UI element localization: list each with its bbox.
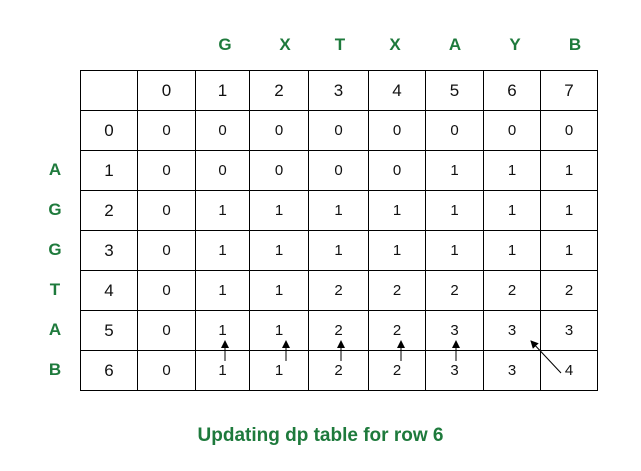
table-cell: 1 (483, 190, 541, 231)
column-letter: Y (509, 35, 521, 54)
table-cell: 2 (540, 270, 598, 311)
table-cell: 1 (249, 230, 309, 271)
table-cell: 0 (308, 150, 369, 191)
table-cell: 0 (425, 110, 484, 151)
header-cell (80, 70, 138, 111)
table-cell: 2 (368, 350, 426, 391)
table-cell: 1 (195, 230, 250, 271)
table-cell: 0 (137, 350, 196, 391)
row-letter: A (48, 160, 62, 179)
header-cell: 0 (137, 70, 196, 111)
row-index-cell: 4 (80, 270, 138, 311)
table-cell: 1 (540, 190, 598, 231)
column-letter: A (448, 35, 462, 54)
column-letter: G (218, 35, 232, 54)
table-cell: 0 (368, 110, 426, 151)
table-cell: 3 (425, 350, 484, 391)
table-cell: 1 (425, 190, 484, 231)
table-cell: 1 (483, 230, 541, 271)
table-cell: 0 (137, 270, 196, 311)
row-index-cell: 3 (80, 230, 138, 271)
table-cell: 1 (249, 350, 309, 391)
row-index-cell: 6 (80, 350, 138, 391)
column-letter: X (279, 35, 291, 54)
table-cell: 0 (195, 150, 250, 191)
table-cell: 0 (137, 190, 196, 231)
table-cell: 0 (308, 110, 369, 151)
table-cell: 3 (540, 310, 598, 351)
table-cell: 0 (137, 150, 196, 191)
table-cell: 0 (137, 310, 196, 351)
table-cell: 3 (483, 350, 541, 391)
table-cell: 1 (195, 310, 250, 351)
table-cell: 2 (308, 270, 369, 311)
table-cell: 1 (540, 150, 598, 191)
header-cell: 4 (368, 70, 426, 111)
row-letter: B (48, 360, 62, 379)
table-cell: 1 (368, 230, 426, 271)
table-cell: 0 (249, 110, 309, 151)
header-cell: 2 (249, 70, 309, 111)
table-cell: 0 (137, 230, 196, 271)
row-letter: A (48, 320, 62, 339)
table-cell: 1 (308, 190, 369, 231)
table-cell: 2 (368, 310, 426, 351)
row-index-cell: 5 (80, 310, 138, 351)
table-cell: 1 (368, 190, 426, 231)
header-cell: 5 (425, 70, 484, 111)
table-cell: 0 (249, 150, 309, 191)
column-letter: X (389, 35, 401, 54)
table-cell: 4 (540, 350, 598, 391)
header-cell: 6 (483, 70, 541, 111)
row-index-cell: 2 (80, 190, 138, 231)
table-cell: 1 (483, 150, 541, 191)
table-cell: 2 (368, 270, 426, 311)
table-cell: 1 (195, 270, 250, 311)
table-cell: 2 (425, 270, 484, 311)
caption: Updating dp table for row 6 (197, 425, 444, 446)
table-cell: 1 (308, 230, 369, 271)
header-cell: 3 (308, 70, 369, 111)
table-cell: 1 (425, 230, 484, 271)
table-cell: 0 (368, 150, 426, 191)
table-cell: 0 (483, 110, 541, 151)
row-letter: G (48, 200, 62, 219)
table-cell: 2 (483, 270, 541, 311)
table-cell: 0 (540, 110, 598, 151)
column-letter: B (568, 35, 582, 54)
row-index-cell: 0 (80, 110, 138, 151)
table-cell: 3 (483, 310, 541, 351)
column-letter: T (334, 35, 346, 54)
table-cell: 1 (425, 150, 484, 191)
row-letter: T (49, 280, 61, 299)
table-cell: 1 (195, 190, 250, 231)
table-cell: 0 (195, 110, 250, 151)
table-cell: 1 (249, 270, 309, 311)
table-cell: 2 (308, 310, 369, 351)
row-letter: G (48, 240, 62, 259)
header-cell: 7 (540, 70, 598, 111)
table-cell: 0 (137, 110, 196, 151)
header-cell: 1 (195, 70, 250, 111)
table-cell: 1 (249, 190, 309, 231)
table-cell: 1 (540, 230, 598, 271)
table-cell: 2 (308, 350, 369, 391)
table-cell: 3 (425, 310, 484, 351)
table-cell: 1 (249, 310, 309, 351)
row-index-cell: 1 (80, 150, 138, 191)
table-cell: 1 (195, 350, 250, 391)
